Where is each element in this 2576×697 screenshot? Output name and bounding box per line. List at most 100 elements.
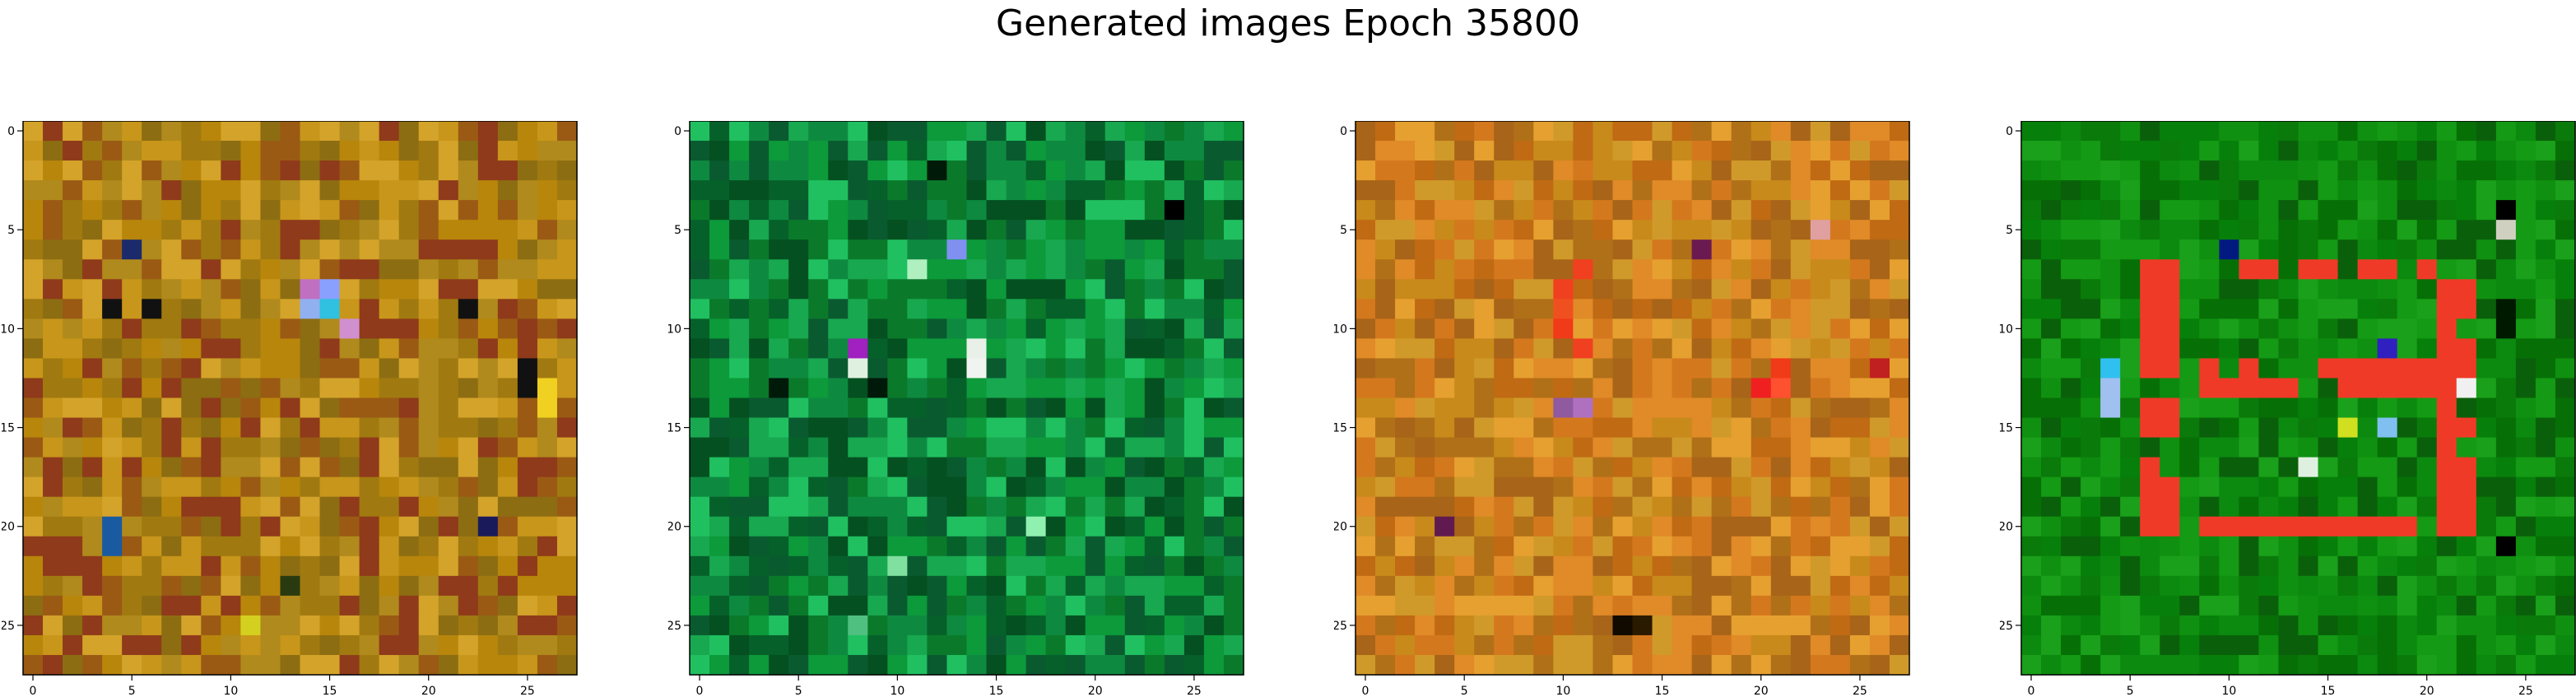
- pixel-cell: [1672, 555, 1693, 577]
- pixel-cell: [2495, 160, 2517, 181]
- pixel-cell: [788, 536, 809, 557]
- pixel-cell: [2555, 575, 2576, 597]
- pixel-cell: [2120, 634, 2141, 656]
- pixel-cell: [2199, 516, 2220, 537]
- pixel-cell: [1869, 536, 1890, 557]
- pixel-cell: [1731, 575, 1752, 597]
- pixel-cell: [102, 417, 123, 439]
- pixel-cell: [497, 121, 518, 142]
- pixel-cell: [690, 555, 710, 577]
- pixel-cell: [122, 397, 142, 419]
- pixel-cell: [63, 121, 83, 142]
- pixel-cell: [2535, 476, 2556, 498]
- x-tick-label: 5: [1461, 685, 1468, 697]
- pixel-cell: [1889, 437, 1910, 458]
- pixel-cell: [887, 397, 908, 419]
- pixel-cell: [1474, 318, 1495, 339]
- pixel-cell: [556, 160, 578, 181]
- pixel-cell: [319, 595, 341, 616]
- pixel-cell: [122, 437, 142, 458]
- pixel-cell: [2278, 615, 2299, 636]
- pixel-cell: [300, 259, 321, 280]
- pixel-cell: [477, 476, 499, 498]
- pixel-cell: [1672, 141, 1693, 161]
- pixel-cell: [1711, 239, 1732, 260]
- pixel-cell: [2199, 437, 2220, 458]
- pixel-cell: [1790, 516, 1811, 537]
- pixel-cell: [556, 496, 578, 518]
- pixel-cell: [2258, 338, 2280, 360]
- pixel-cell: [1006, 437, 1027, 458]
- pixel-cell: [201, 496, 221, 518]
- pixel-cell: [300, 160, 321, 181]
- pixel-cell: [1632, 358, 1653, 379]
- pixel-cell: [1691, 299, 1713, 319]
- pixel-cell: [907, 476, 928, 498]
- pixel-cell: [867, 378, 888, 399]
- pixel-cell: [1672, 615, 1693, 636]
- pixel-cell: [1494, 476, 1514, 498]
- pixel-cell: [2515, 160, 2536, 181]
- pixel-cell: [142, 180, 162, 201]
- pixel-cell: [63, 220, 83, 240]
- pixel-cell: [1434, 457, 1455, 478]
- pixel-cell: [43, 457, 63, 478]
- pixel-cell: [379, 575, 400, 597]
- pixel-cell: [828, 141, 849, 161]
- pixel-cell: [1790, 200, 1811, 221]
- pixel-cell: [1375, 279, 1396, 300]
- pixel-cell: [769, 239, 789, 260]
- pixel-cell: [1849, 397, 1871, 419]
- pixel-cell: [1869, 575, 1890, 597]
- pixel-cell: [63, 259, 83, 280]
- pixel-cell: [1790, 595, 1811, 616]
- pixel-cell: [2021, 654, 2042, 676]
- pixel-cell: [2377, 654, 2398, 676]
- pixel-cell: [2160, 299, 2180, 319]
- pixel-cell: [1830, 180, 1851, 201]
- pixel-cell: [690, 457, 710, 478]
- pixel-cell: [1124, 378, 1146, 399]
- pixel-cell: [260, 457, 281, 478]
- pixel-cell: [379, 654, 400, 676]
- pixel-cell: [260, 299, 281, 319]
- pixel-cell: [2397, 417, 2418, 439]
- pixel-cell: [556, 615, 578, 636]
- pixel-cell: [2416, 476, 2438, 498]
- pixel-cell: [477, 141, 499, 161]
- pixel-cell: [181, 555, 202, 577]
- pixel-cell: [2377, 634, 2398, 656]
- pixel-cell: [1810, 476, 1831, 498]
- pixel-cell: [2357, 457, 2378, 478]
- y-tick-label: 25: [2, 620, 15, 633]
- pixel-cell: [240, 516, 262, 537]
- pixel-grid: [690, 121, 1244, 676]
- pixel-cell: [2120, 259, 2141, 280]
- pixel-cell: [517, 160, 538, 181]
- pixel-cell: [1751, 397, 1772, 419]
- pixel-cell: [927, 299, 948, 319]
- pixel-cell: [966, 160, 988, 181]
- pixel-cell: [240, 397, 262, 419]
- pixel-cell: [2100, 555, 2121, 577]
- pixel-cell: [517, 279, 538, 300]
- pixel-cell: [398, 358, 420, 379]
- pixel-cell: [339, 496, 360, 518]
- x-tick-label: 15: [2321, 685, 2336, 697]
- pixel-cell: [142, 299, 162, 319]
- pixel-cell: [2081, 180, 2101, 201]
- pixel-cell: [1085, 555, 1106, 577]
- pixel-cell: [142, 634, 162, 656]
- y-tick-label: 15: [1334, 422, 1347, 435]
- pixel-cell: [2397, 457, 2418, 478]
- pixel-cell: [2495, 259, 2517, 280]
- pixel-cell: [1849, 338, 1871, 360]
- pixel-cell: [1183, 634, 1205, 656]
- y-tick-label: 25: [2000, 620, 2013, 633]
- pixel-cell: [556, 259, 578, 280]
- pixel-cell: [1889, 220, 1910, 240]
- pixel-cell: [43, 220, 63, 240]
- pixel-cell: [2100, 496, 2121, 518]
- pixel-cell: [2535, 634, 2556, 656]
- pixel-cell: [43, 358, 63, 379]
